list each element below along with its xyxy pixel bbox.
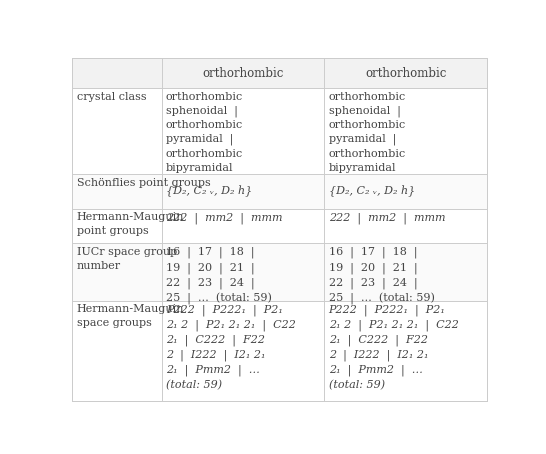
Text: orthorhombic: orthorhombic (203, 67, 284, 79)
Text: P222  |  P222₁  |  P2₁
2₁ 2  |  P2₁ 2₁ 2₁  |  C22
2₁  |  C222  |  F22
2  |  I222: P222 | P222₁ | P2₁ 2₁ 2 | P2₁ 2₁ 2₁ | C2… (329, 305, 459, 390)
Text: 16  |  17  |  18  |
19  |  20  |  21  |
22  |  23  |  24  |
25  |  …  (total: 59: 16 | 17 | 18 | 19 | 20 | 21 | 22 | 23 | … (166, 247, 272, 305)
Bar (73, 58, 487, 88)
Text: Schönflies point groups: Schönflies point groups (76, 178, 210, 188)
Text: P222  |  P222₁  |  P2₁
2₁ 2  |  P2₁ 2₁ 2₁  |  C22
2₁  |  C222  |  F22
2  |  I222: P222 | P222₁ | P2₁ 2₁ 2 | P2₁ 2₁ 2₁ | C2… (166, 305, 296, 390)
Text: crystal class: crystal class (76, 92, 146, 102)
Bar (73, 301, 487, 400)
Bar (73, 174, 487, 209)
Text: 222  |  mm2  |  mmm: 222 | mm2 | mmm (329, 212, 445, 224)
Text: {D₂, C₂ ᵥ, D₂ ℎ}: {D₂, C₂ ᵥ, D₂ ℎ} (329, 186, 415, 197)
Text: 16  |  17  |  18  |
19  |  20  |  21  |
22  |  23  |  24  |
25  |  …  (total: 59: 16 | 17 | 18 | 19 | 20 | 21 | 22 | 23 | … (329, 247, 435, 305)
Text: Hermann-Mauguin
point groups: Hermann-Mauguin point groups (76, 212, 184, 236)
Bar (73, 88, 487, 174)
Text: {D₂, C₂ ᵥ, D₂ ℎ}: {D₂, C₂ ᵥ, D₂ ℎ} (166, 186, 252, 197)
Text: orthorhombic
sphenoidal  |
orthorhombic
pyramidal  |
orthorhombic
bipyramidal: orthorhombic sphenoidal | orthorhombic p… (166, 92, 243, 173)
Text: orthorhombic: orthorhombic (365, 67, 447, 79)
Text: 222  |  mm2  |  mmm: 222 | mm2 | mmm (166, 212, 282, 224)
Text: IUCr space group
number: IUCr space group number (76, 247, 177, 271)
Text: Hermann-Mauguin
space groups: Hermann-Mauguin space groups (76, 305, 184, 328)
Bar (73, 209, 487, 243)
Bar (73, 243, 487, 301)
Text: orthorhombic
sphenoidal  |
orthorhombic
pyramidal  |
orthorhombic
bipyramidal: orthorhombic sphenoidal | orthorhombic p… (329, 92, 406, 173)
